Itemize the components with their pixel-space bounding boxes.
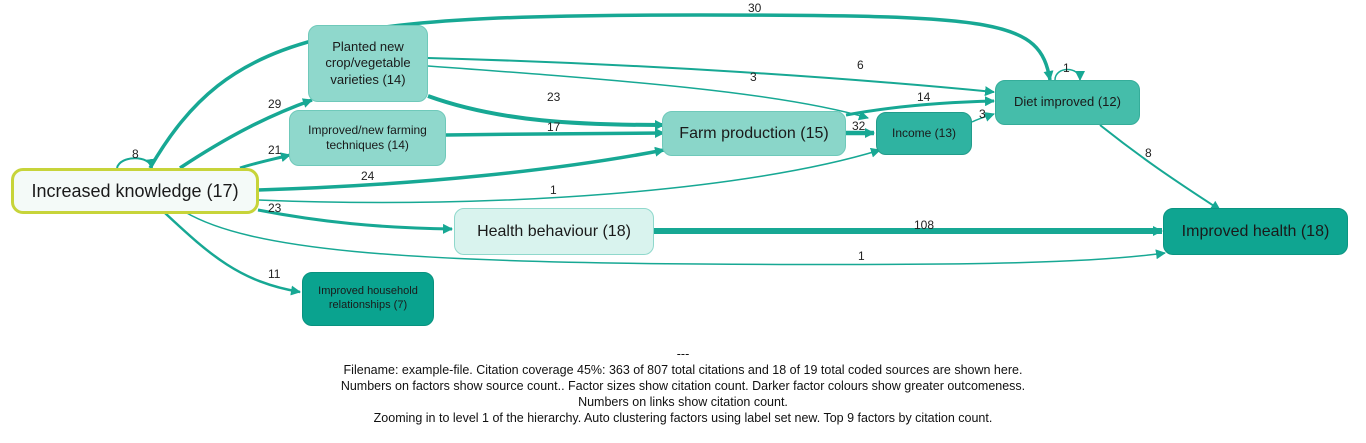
- node-planted-new-crop[interactable]: Planted new crop/vegetable varieties (14…: [308, 25, 428, 102]
- node-health-behaviour[interactable]: Health behaviour (18): [454, 208, 654, 255]
- edge-farm-diet[interactable]: [845, 96, 995, 117]
- edge-label-healthbeh-health: 108: [914, 218, 934, 232]
- node-improved-health[interactable]: Improved health (18): [1163, 208, 1348, 255]
- edge-diet-self[interactable]: [1054, 68, 1085, 81]
- edge-knowledge-diet[interactable]: [148, 13, 1054, 169]
- edge-knowledge-healthbeh[interactable]: [257, 208, 453, 234]
- caption-filename-line: Filename: example-file. Citation coverag…: [343, 363, 1023, 377]
- edge-label-knowledge-self: 8: [132, 147, 139, 161]
- edge-knowledge-self[interactable]: [116, 157, 156, 169]
- edge-label-planted-diet: 6: [857, 58, 864, 72]
- edge-label-knowledge-health: 1: [858, 249, 865, 263]
- edge-knowledge-income[interactable]: [257, 147, 881, 204]
- edge-label-income-diet: 3: [979, 107, 986, 121]
- edge-label-planted-farm: 23: [547, 90, 561, 104]
- edge-label-knowledge-household: 11: [268, 267, 281, 281]
- edge-label-techniques-farm: 17: [547, 120, 561, 134]
- edge-planted-income[interactable]: [427, 65, 869, 121]
- node-farm-production[interactable]: Farm production (15): [662, 111, 846, 156]
- edge-knowledge-techniques[interactable]: [239, 152, 291, 170]
- edge-label-diet-self: 1: [1063, 61, 1070, 75]
- caption-links-line: Numbers on links show citation count.: [578, 395, 788, 409]
- edge-label-farm-diet: 14: [917, 90, 931, 104]
- edge-label-planted-income: 3: [750, 70, 757, 84]
- edge-knowledge-planted[interactable]: [179, 98, 313, 170]
- edge-label-knowledge-income: 1: [550, 183, 557, 197]
- causal-map-diagram: 30 1 8 29 21 24 1 23 1 11 6 3 23 17 14 3…: [11, 1, 1348, 326]
- edge-label-farm-income: 32: [852, 119, 866, 133]
- edge-income-diet[interactable]: [971, 112, 995, 123]
- edge-label-knowledge-farm: 24: [361, 169, 375, 183]
- edge-label-knowledge-healthbeh: 23: [268, 201, 282, 215]
- edge-label-knowledge-diet: 30: [748, 1, 762, 15]
- caption-separator: ---: [676, 347, 690, 361]
- edge-label-knowledge-techniques: 21: [268, 143, 282, 157]
- edges-layer: 30 1 8 29 21 24 1 23 1 11 6 3 23 17 14 3…: [116, 1, 1221, 296]
- edge-techniques-farm[interactable]: [445, 128, 665, 139]
- edge-label-diet-health: 8: [1145, 146, 1152, 160]
- diagram-caption: --- Filename: example-file. Citation cov…: [0, 346, 1366, 426]
- node-improved-household-relationships[interactable]: Improved household relationships (7): [302, 272, 434, 326]
- edge-knowledge-health[interactable]: [184, 211, 1166, 266]
- edge-planted-diet[interactable]: [427, 57, 995, 97]
- edge-planted-farm[interactable]: [427, 94, 665, 130]
- node-improved-farming-techniques[interactable]: Improved/new farming techniques (14): [289, 110, 446, 166]
- edge-knowledge-household[interactable]: [164, 212, 301, 296]
- node-diet-improved[interactable]: Diet improved (12): [995, 80, 1140, 125]
- node-income[interactable]: Income (13): [876, 112, 972, 155]
- node-increased-knowledge[interactable]: Increased knowledge (17): [11, 168, 259, 214]
- caption-factors-line: Numbers on factors show source count.. F…: [340, 379, 1026, 393]
- caption-zoom-line: Zooming in to level 1 of the hierarchy. …: [373, 411, 993, 425]
- edge-knowledge-farm[interactable]: [257, 146, 665, 192]
- edge-diet-health[interactable]: [1099, 124, 1221, 211]
- edge-label-knowledge-planted: 29: [268, 97, 282, 111]
